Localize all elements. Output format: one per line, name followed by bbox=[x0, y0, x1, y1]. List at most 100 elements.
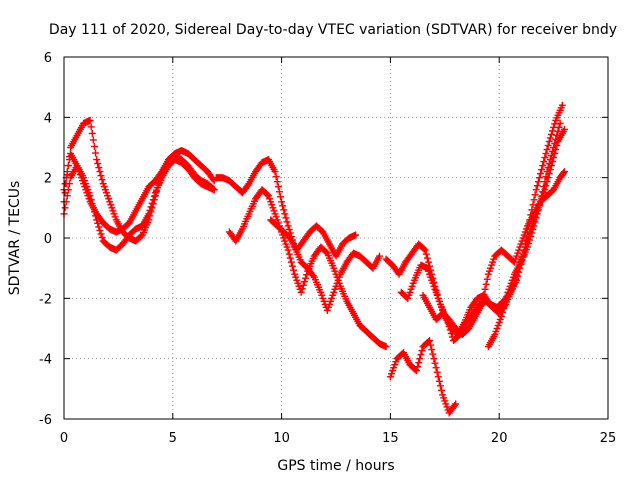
data-point bbox=[482, 280, 490, 288]
data-point bbox=[551, 139, 559, 147]
data-point bbox=[560, 168, 568, 176]
data-point bbox=[429, 350, 437, 358]
data-point bbox=[288, 262, 296, 270]
data-point bbox=[544, 141, 552, 149]
data-point bbox=[88, 129, 96, 137]
data-point bbox=[543, 168, 551, 176]
data-point bbox=[414, 363, 422, 371]
data-point bbox=[539, 188, 547, 196]
data-point bbox=[145, 210, 153, 218]
data-point bbox=[540, 183, 548, 191]
data-point bbox=[271, 168, 279, 176]
data-point bbox=[532, 186, 540, 194]
data-point bbox=[282, 214, 290, 222]
data-point bbox=[278, 198, 286, 206]
data-point bbox=[527, 232, 535, 240]
data-point bbox=[147, 203, 155, 211]
data-point bbox=[531, 191, 539, 199]
data-point bbox=[535, 202, 543, 210]
data-point bbox=[545, 160, 553, 168]
data-point bbox=[97, 172, 105, 180]
data-point bbox=[97, 230, 105, 238]
data-point bbox=[550, 144, 558, 151]
data-point bbox=[150, 192, 158, 200]
data-point bbox=[541, 154, 549, 162]
data-point bbox=[545, 137, 553, 145]
data-point bbox=[421, 246, 429, 254]
data-point bbox=[529, 225, 537, 233]
data-point bbox=[547, 152, 555, 160]
data-point bbox=[560, 125, 568, 133]
x-tick-label: 15 bbox=[382, 431, 399, 446]
data-point bbox=[534, 178, 542, 186]
data-point bbox=[532, 214, 540, 222]
data-point bbox=[95, 223, 103, 231]
data-point bbox=[446, 326, 454, 334]
data-point bbox=[436, 382, 444, 390]
y-tick-label: 0 bbox=[44, 232, 52, 247]
data-point bbox=[96, 168, 104, 176]
data-point bbox=[210, 186, 218, 194]
data-point bbox=[452, 400, 460, 408]
data-point bbox=[284, 246, 292, 254]
data-point bbox=[137, 232, 145, 240]
data-point bbox=[300, 278, 308, 286]
y-tick-label: -4 bbox=[39, 353, 52, 368]
data-point bbox=[298, 285, 306, 293]
data-point bbox=[303, 271, 311, 279]
y-tick-label: 6 bbox=[44, 51, 52, 66]
data-point bbox=[497, 312, 505, 320]
data-point bbox=[480, 290, 488, 298]
data-point bbox=[447, 330, 455, 338]
data-point bbox=[558, 101, 566, 109]
data-point bbox=[538, 166, 546, 174]
data-point bbox=[302, 274, 310, 282]
data-point bbox=[435, 377, 443, 385]
data-point bbox=[286, 254, 294, 262]
data-point bbox=[146, 206, 154, 214]
data-point bbox=[417, 351, 425, 359]
data-point bbox=[502, 296, 510, 304]
data-point bbox=[423, 254, 431, 262]
data-point bbox=[549, 148, 557, 156]
data-point bbox=[525, 240, 533, 248]
data-point bbox=[553, 131, 561, 139]
data-point bbox=[432, 364, 440, 372]
axis-ticks: 0 5 10 15 20 25 -6 -4 -2 0 2 4 6 bbox=[39, 51, 616, 446]
data-point bbox=[263, 191, 271, 199]
data-points bbox=[60, 101, 568, 417]
data-point bbox=[552, 135, 560, 143]
plot-frame bbox=[63, 56, 609, 420]
data-point bbox=[352, 231, 360, 239]
data-point bbox=[479, 295, 487, 303]
data-point bbox=[274, 183, 282, 191]
data-point bbox=[415, 359, 423, 367]
data-point bbox=[382, 343, 390, 351]
chart-title: Day 111 of 2020, Sidereal Day-to-day VTE… bbox=[49, 22, 617, 38]
data-point bbox=[290, 266, 298, 274]
data-point bbox=[281, 210, 289, 218]
data-point bbox=[501, 300, 509, 308]
data-point bbox=[428, 346, 436, 354]
data-point bbox=[526, 236, 534, 244]
data-point bbox=[422, 250, 430, 258]
data-point bbox=[498, 308, 506, 316]
data-point bbox=[209, 185, 217, 193]
data-point bbox=[280, 206, 288, 214]
y-tick-label: -6 bbox=[39, 413, 52, 428]
data-point bbox=[555, 123, 563, 131]
data-point bbox=[285, 225, 293, 233]
data-point bbox=[98, 233, 106, 241]
y-axis-label: SDTVAR / TECUs bbox=[7, 181, 23, 296]
data-point bbox=[556, 119, 564, 127]
data-point bbox=[418, 347, 426, 355]
data-point bbox=[540, 158, 548, 166]
data-point bbox=[244, 181, 252, 189]
data-point bbox=[424, 258, 432, 266]
data-point bbox=[541, 178, 549, 186]
data-point bbox=[483, 275, 491, 283]
data-point bbox=[534, 206, 542, 214]
data-point bbox=[530, 196, 538, 204]
data-point bbox=[426, 337, 434, 345]
data-point bbox=[63, 192, 71, 200]
